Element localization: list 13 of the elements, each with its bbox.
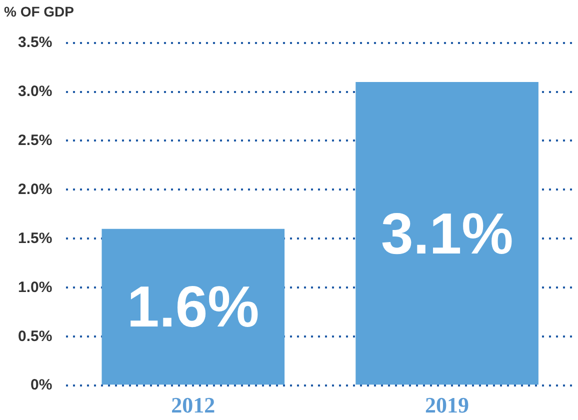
data-label: 3.1% — [380, 201, 514, 266]
x-tick-label: 2019 — [425, 392, 470, 418]
y-tick-label: 3.5% — [18, 34, 52, 51]
x-tick-label: 2012 — [171, 392, 216, 418]
y-tick-label: 1.0% — [18, 278, 52, 296]
y-tick-label: 3.0% — [18, 82, 52, 100]
y-tick-label: 2.0% — [18, 180, 52, 198]
y-tick-label: 0.5% — [18, 328, 52, 345]
y-tick-label: 1.5% — [18, 230, 52, 247]
y-tick-label: 0% — [30, 376, 52, 394]
chart-title: % OF GDP — [4, 3, 74, 20]
y-tick-label: 2.5% — [18, 132, 52, 149]
data-label: 1.6% — [127, 274, 260, 340]
